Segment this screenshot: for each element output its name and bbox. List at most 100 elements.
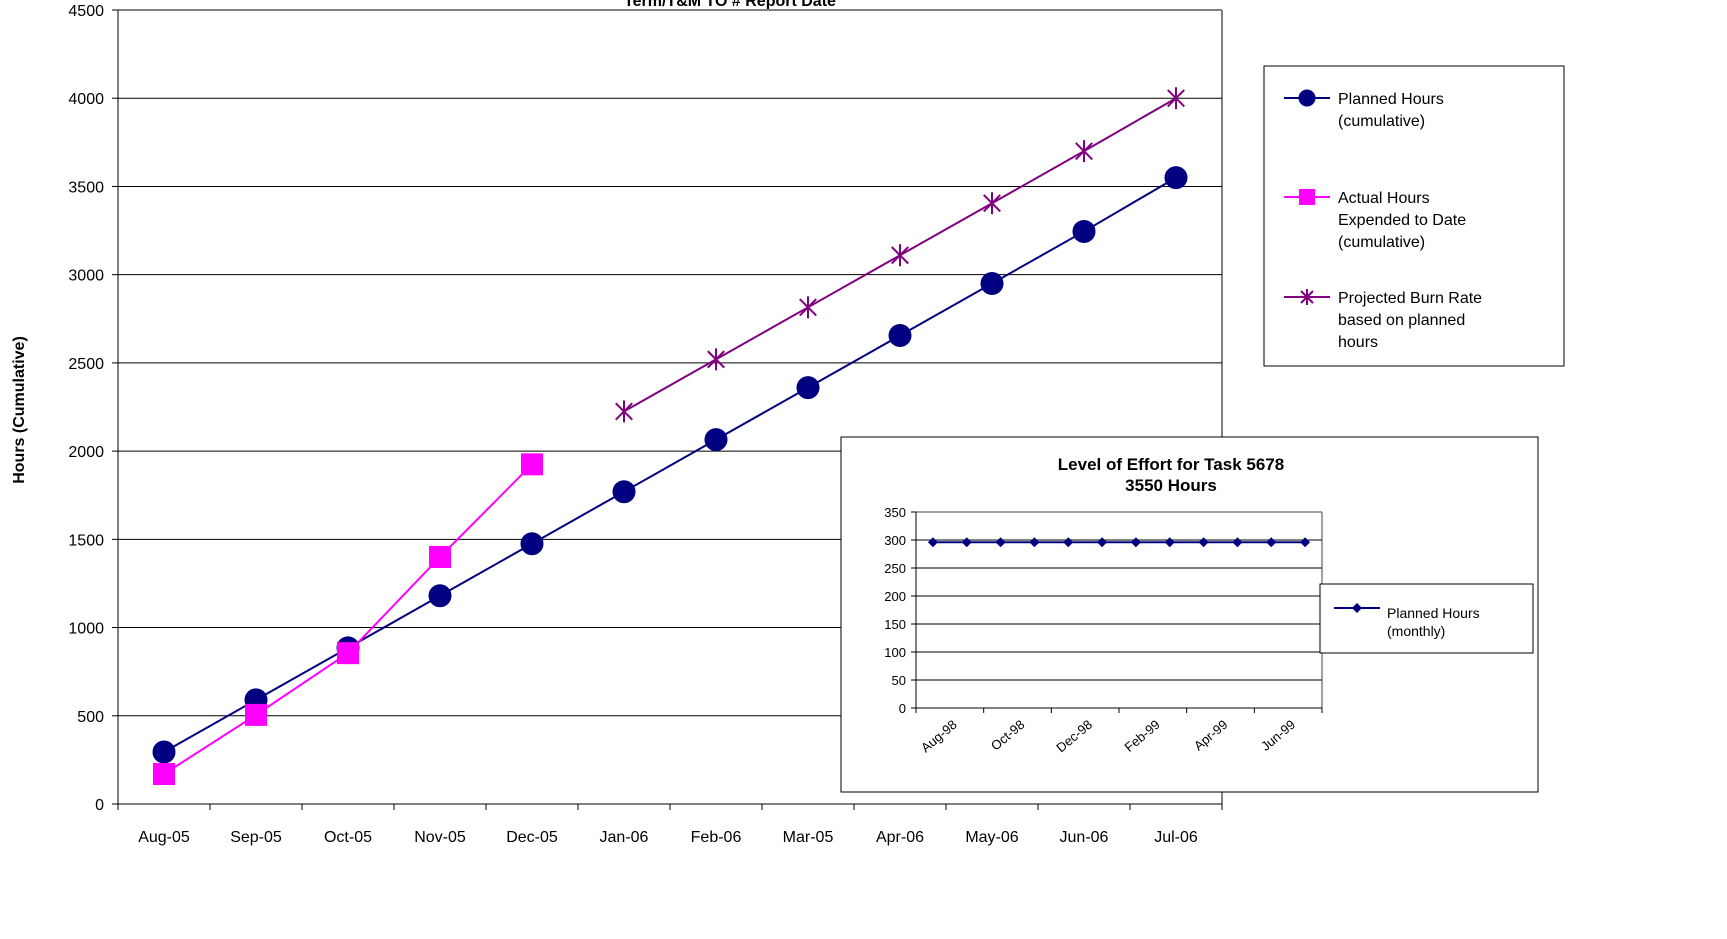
legend-entry: Projected Burn Rate based on planned hours [1284, 289, 1482, 351]
legend-label: Expended to Date [1338, 212, 1466, 229]
x-tick-label: Dec-05 [506, 829, 558, 846]
y-tick-label: 4500 [68, 3, 104, 20]
data-point [1075, 140, 1093, 163]
axes: 050010001500200025003000350040004500Aug-… [68, 3, 1223, 846]
y-tick-label: 1500 [68, 532, 104, 549]
inset-data-point [927, 537, 938, 548]
legend-entry: Actual Hours Expended to Date (cumulative) [1284, 189, 1466, 251]
data-point [1164, 166, 1188, 190]
y-tick-label: 1000 [68, 621, 104, 638]
inset-y-tick-label: 250 [884, 561, 906, 576]
inset-legend-box [1319, 583, 1534, 654]
inset-y-tick-label: 50 [892, 673, 906, 688]
inset-data-point [1097, 537, 1108, 548]
data-point [245, 703, 267, 726]
inset-chart-title: Level of Effort for Task 5678 [1058, 455, 1284, 474]
main-legend: Planned Hours (cumulative) Actual Hours Exp… [1263, 65, 1565, 367]
x-tick-label: Jun-06 [1060, 829, 1109, 846]
legend-marker [1298, 89, 1316, 107]
inset-legend-label: (monthly) [1387, 623, 1445, 639]
inset-gridlines [916, 511, 1323, 708]
inset-data-point [1164, 537, 1175, 548]
chart-title: Term/T&M TO # Report Date [624, 0, 836, 10]
inset-y-tick-label: 100 [884, 645, 906, 660]
data-point [1072, 219, 1096, 243]
inset-data-point [995, 537, 1006, 548]
y-tick-label: 3500 [68, 179, 104, 196]
x-tick-label: Feb-06 [691, 829, 742, 846]
legend-label: Actual Hours [1338, 190, 1430, 207]
y-tick-label: 4000 [68, 91, 104, 108]
data-point [707, 348, 725, 371]
y-tick-label: 0 [95, 797, 104, 814]
x-tick-label: May-06 [965, 829, 1018, 846]
legend-label: (cumulative) [1338, 234, 1425, 251]
data-point [521, 453, 543, 476]
inset-data-point [1130, 537, 1141, 548]
inset-data-point [1266, 537, 1277, 548]
data-point [704, 428, 728, 452]
inset-data-point [1300, 537, 1311, 548]
inset-data-point [1029, 537, 1040, 548]
main-chart: Term/T&M TO # Report Date Hours (Cumulat… [11, 0, 1223, 846]
series [615, 87, 1185, 423]
legend-label: (cumulative) [1338, 113, 1425, 130]
legend-entry: Planned Hours (cumulative) [1284, 89, 1444, 130]
data-point [888, 324, 912, 348]
inset-y-tick-label: 150 [884, 617, 906, 632]
inset-series [927, 537, 1311, 548]
inset-series-group [927, 537, 1311, 548]
x-tick-label: Jan-06 [600, 829, 649, 846]
series-line [163, 176, 1177, 753]
y-tick-label: 500 [77, 709, 104, 726]
data-point [980, 271, 1004, 295]
legend-marker [1300, 289, 1314, 305]
inset-y-tick-label: 0 [899, 701, 906, 716]
data-point [1167, 87, 1185, 110]
data-point [428, 584, 452, 608]
inset-data-point [1232, 537, 1243, 548]
inset-y-tick-label: 300 [884, 533, 906, 548]
legend-label: Projected Burn Rate [1338, 290, 1482, 307]
legend-label: hours [1338, 334, 1378, 351]
legend-label: Planned Hours [1338, 91, 1444, 108]
legend-marker [1299, 189, 1315, 205]
inset-chart-subtitle: 3550 Hours [1125, 476, 1217, 495]
series [152, 166, 1188, 764]
series [153, 453, 543, 786]
data-point [337, 642, 359, 665]
series-group [152, 87, 1188, 786]
y-axis-label: Hours (Cumulative) [11, 336, 28, 484]
x-tick-label: Nov-05 [414, 829, 466, 846]
data-point [153, 763, 175, 786]
x-tick-label: Mar-05 [783, 829, 834, 846]
y-tick-label: 3000 [68, 268, 104, 285]
inset-data-point [1063, 537, 1074, 548]
legend-box [1263, 65, 1565, 367]
inset-y-tick-label: 200 [884, 589, 906, 604]
y-tick-label: 2500 [68, 356, 104, 373]
data-point [796, 376, 820, 400]
x-tick-label: Oct-05 [324, 829, 372, 846]
data-point [983, 192, 1001, 215]
x-tick-label: Jul-06 [1154, 829, 1198, 846]
data-point [891, 244, 909, 267]
data-point [799, 296, 817, 319]
inset-chart: Level of Effort for Task 5678 3550 Hours… [840, 436, 1539, 793]
legend-label: based on planned [1338, 312, 1465, 329]
inset-legend: Planned Hours (monthly) [1319, 583, 1534, 654]
data-point [612, 480, 636, 504]
gridlines [118, 9, 1223, 804]
data-point [429, 545, 451, 568]
inset-legend-label: Planned Hours [1387, 605, 1480, 621]
data-point [615, 400, 633, 423]
x-tick-label: Sep-05 [230, 829, 282, 846]
x-tick-label: Apr-06 [876, 829, 924, 846]
inset-legend-marker [1352, 603, 1362, 613]
y-tick-label: 2000 [68, 444, 104, 461]
data-point [152, 740, 176, 764]
inset-y-tick-label: 350 [884, 505, 906, 520]
x-tick-label: Aug-05 [138, 829, 190, 846]
data-point [520, 532, 544, 556]
